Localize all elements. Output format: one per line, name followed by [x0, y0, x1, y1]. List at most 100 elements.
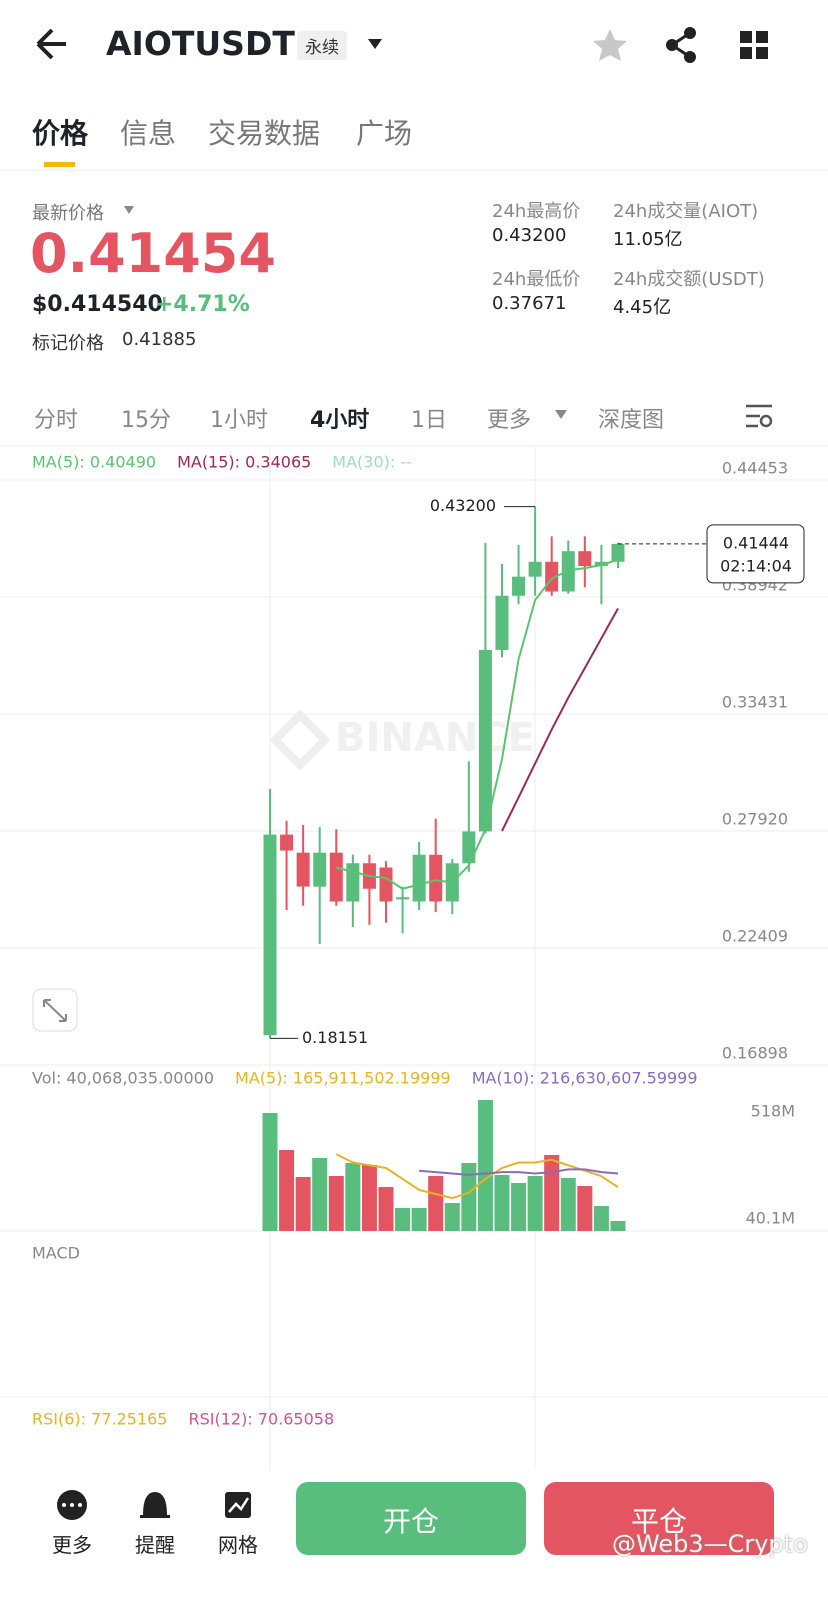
vol-label: MA(10): 216,630,607.59999: [472, 1069, 698, 1088]
close-button[interactable]: [544, 1482, 774, 1555]
candle-body: [578, 551, 592, 567]
chart-watermark: BINANCE: [335, 715, 535, 761]
candle-body: [396, 897, 410, 900]
interval[interactable]: 深度图: [598, 408, 665, 433]
vol-label: MA(5): 165,911,502.19999: [235, 1069, 451, 1088]
volume-bar: [593, 1206, 609, 1231]
volume-bar: [378, 1187, 394, 1231]
tab[interactable]: 价格: [32, 117, 89, 150]
tab-underline: [44, 162, 75, 167]
macd-label: MACD: [32, 1244, 80, 1263]
volume-bar: [511, 1183, 527, 1231]
volume-bar: [279, 1149, 295, 1231]
tab[interactable]: 交易数据: [208, 117, 321, 150]
caret: [124, 206, 134, 214]
candle-body: [429, 854, 443, 902]
stat-value: 0.43200: [492, 225, 567, 246]
rsi-label: RSI(12): 70.65058: [188, 1410, 334, 1429]
back-icon[interactable]: [36, 28, 66, 60]
candle-body: [478, 649, 492, 832]
nav-label[interactable]: 网格: [218, 1533, 258, 1557]
volume-bar: [262, 1112, 278, 1231]
expand-icon: [43, 999, 67, 1022]
candle-body: [611, 543, 625, 562]
nav-label[interactable]: 提醒: [135, 1533, 175, 1557]
interval[interactable]: 15分: [121, 408, 171, 433]
volume-bar: [312, 1158, 328, 1231]
vol-tick-label: 518M: [751, 1102, 795, 1121]
nav-icons: [57, 1490, 251, 1520]
low-label: 0.18151: [302, 1028, 368, 1047]
candle-body: [263, 834, 277, 1036]
tab[interactable]: 广场: [356, 117, 413, 150]
usd-price: $0.414540: [32, 292, 163, 317]
ma-line: [336, 558, 619, 890]
candle-body: [296, 852, 310, 887]
interval[interactable]: 4小时: [310, 408, 370, 433]
candle-body: [594, 561, 608, 567]
stat-label: 24h最低价: [492, 269, 581, 290]
interval[interactable]: 1日: [411, 408, 447, 433]
candle-body: [313, 852, 327, 887]
caret[interactable]: [368, 39, 382, 49]
open-label[interactable]: 开仓: [383, 1505, 440, 1538]
stat-value: 11.05亿: [613, 229, 683, 250]
grid-icon[interactable]: [740, 31, 768, 59]
interval[interactable]: 分时: [34, 408, 79, 433]
candle-body: [462, 831, 476, 864]
volume-bar: [577, 1185, 593, 1231]
volume-bar: [527, 1176, 543, 1231]
volume-bar: [461, 1162, 477, 1231]
vol-ma-line: [335, 1153, 619, 1200]
volume-bar: [345, 1162, 361, 1231]
candle-body: [346, 863, 360, 902]
symbol: AIOTUSDT: [106, 24, 295, 63]
last-price: 0.41454: [30, 222, 276, 285]
volume-bar: [544, 1154, 560, 1231]
price-label: 最新价格: [32, 203, 104, 224]
open-button[interactable]: [296, 1482, 526, 1555]
vol-ma-line: [419, 1168, 619, 1176]
candle-body: [379, 867, 393, 902]
watermark-logo: [269, 709, 331, 771]
stat-value: 4.45亿: [613, 297, 672, 318]
volume-bar: [411, 1208, 427, 1231]
mark-price: 0.41885: [122, 329, 197, 350]
volume-bar: [610, 1220, 626, 1231]
candle-body: [412, 854, 426, 902]
ma-line: [501, 608, 619, 832]
current-label: 0.41444: [723, 533, 789, 552]
candle-body: [512, 576, 526, 596]
vol-label: Vol: 40,068,035.00000: [32, 1069, 214, 1088]
stat-label: 24h成交额(USDT): [613, 269, 765, 290]
interval[interactable]: 1小时: [210, 408, 268, 433]
candle-body: [495, 595, 509, 650]
interval[interactable]: 更多: [487, 408, 532, 433]
star-icon[interactable]: [593, 29, 627, 61]
rsi-label: RSI(6): 77.25165: [32, 1410, 167, 1429]
candle-body: [329, 852, 343, 902]
vol-tick-label: 40.1M: [746, 1209, 795, 1228]
nav-label[interactable]: 更多: [52, 1533, 92, 1557]
close-label[interactable]: 平仓: [631, 1505, 688, 1538]
y-tick-label: 0.33431: [722, 693, 788, 712]
ma-label: MA(15): 0.34065: [177, 453, 311, 472]
y-tick-label: 0.44453: [722, 459, 788, 478]
volume-bar: [328, 1176, 344, 1231]
volume-bar: [395, 1208, 411, 1231]
ma-label: MA(30): --: [332, 453, 412, 472]
countdown: 02:14:04: [720, 556, 792, 575]
volume-bar: [295, 1176, 311, 1231]
tab[interactable]: 信息: [120, 117, 177, 150]
y-tick-label: 0.27920: [722, 810, 788, 829]
y-tick-label: 0.16898: [722, 1044, 788, 1063]
share-icon[interactable]: [666, 27, 696, 63]
stat-label: 24h成交量(AIOT): [613, 201, 759, 222]
current-box: [706, 524, 805, 584]
volume-bar: [494, 1174, 510, 1231]
volume-bar: [560, 1178, 576, 1231]
settings-icon[interactable]: [746, 404, 773, 428]
candle-body: [280, 834, 294, 851]
